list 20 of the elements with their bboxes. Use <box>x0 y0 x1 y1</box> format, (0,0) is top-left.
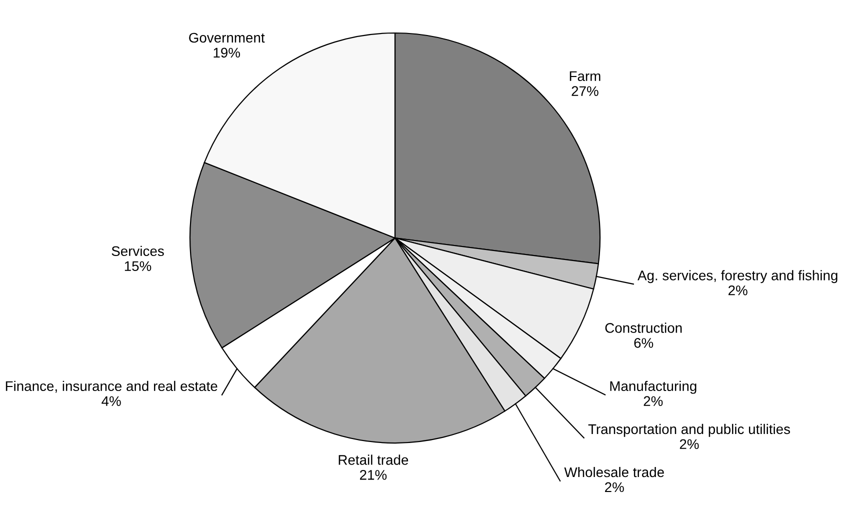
slice-label: Manufacturing <box>610 380 696 394</box>
slice-label: Services <box>112 246 164 256</box>
slice-label: Government <box>189 32 265 43</box>
data-label: 2% <box>680 439 699 450</box>
data-label: 27% <box>572 86 598 96</box>
data-label: 19% <box>214 48 240 58</box>
data-label: 4% <box>102 396 121 406</box>
slice-label: Transportation and public utilities <box>588 424 790 437</box>
data-label: 21% <box>360 470 387 480</box>
data-label: 15% <box>124 261 152 272</box>
data-label: 6% <box>634 338 654 348</box>
slice-label: Wholesale trade <box>564 466 664 478</box>
slice-label: Construction <box>605 322 682 333</box>
slice-label: Retail trade <box>338 454 408 465</box>
data-label: 2% <box>605 482 624 492</box>
slice-label: Finance, insurance and real estate <box>6 380 218 393</box>
data-label: 2% <box>644 396 663 406</box>
data-label: 2% <box>728 285 748 296</box>
slice-label: Ag. services, forestry and fishing <box>638 270 838 284</box>
slice-label: Farm <box>570 71 600 82</box>
